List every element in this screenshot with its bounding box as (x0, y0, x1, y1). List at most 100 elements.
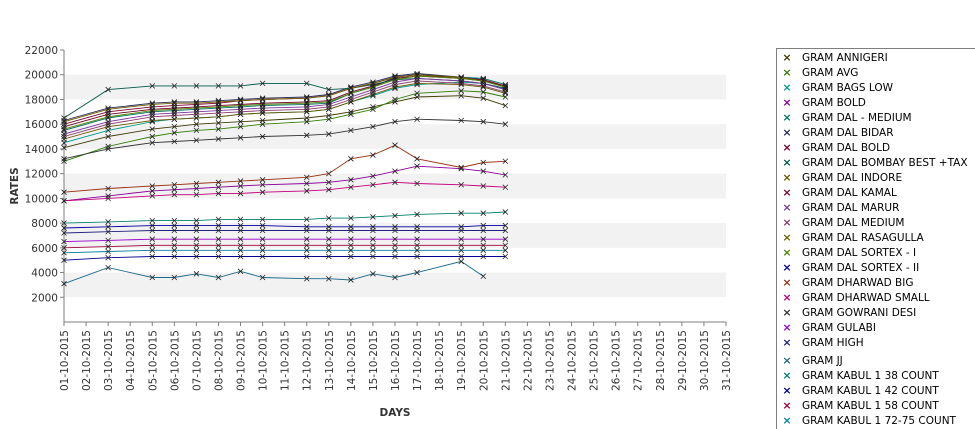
data-point (303, 227, 310, 234)
data-point (149, 107, 156, 114)
data-point (458, 181, 464, 188)
y-tick-label: 14000 (25, 144, 58, 156)
x-tick-label: 06-10-2015 (169, 330, 181, 391)
series-23 (61, 253, 509, 263)
legend-item: × GRAM ANNIGERI (777, 51, 975, 67)
data-point (458, 117, 464, 124)
data-point (502, 102, 509, 109)
legend-label: GRAM DAL KAMAL (802, 187, 897, 199)
legend-marker-icon: × (782, 261, 792, 274)
data-point (61, 156, 67, 162)
data-point (458, 236, 464, 242)
data-point (61, 280, 67, 287)
data-point (392, 236, 398, 242)
data-point (326, 116, 332, 123)
x-tick-label: 09-10-2015 (236, 330, 248, 391)
legend-item: × GRAM DHARWAD SMALL (777, 291, 975, 307)
data-point (105, 133, 111, 140)
legend-label: GRAM JJ (802, 355, 843, 367)
legend-label: GRAM DAL BOMBAY BEST +TAX (802, 157, 968, 169)
legend-item: × GRAM GULABI (777, 321, 975, 337)
series-12 (61, 78, 509, 140)
data-point (303, 80, 310, 87)
x-tick-label: 21-10-2015 (500, 330, 512, 391)
data-point (171, 130, 178, 136)
legend-item: × GRAM DAL RASAGULLA (777, 231, 975, 247)
data-point (171, 123, 178, 130)
legend-item: × GRAM DAL SORTEX - I (777, 246, 975, 262)
data-point (480, 236, 487, 242)
data-point (237, 216, 244, 223)
x-tick-label: 19-10-2015 (456, 330, 468, 391)
x-tick-label: 10-10-2015 (258, 330, 270, 391)
data-point (414, 269, 420, 276)
data-point (414, 78, 420, 84)
data-point (215, 179, 222, 186)
legend-item: × GRAM KABUL 1 42 COUNT (777, 384, 975, 400)
data-point (370, 242, 376, 249)
legend-marker-icon: × (782, 291, 792, 304)
data-point (458, 258, 464, 265)
data-point (458, 247, 464, 254)
x-tick-label: 18-10-2015 (434, 330, 446, 391)
data-point (259, 227, 266, 234)
data-point (105, 219, 111, 225)
data-point (348, 227, 354, 234)
data-point (370, 152, 376, 158)
data-point (171, 242, 178, 249)
legend-label: GRAM KABUL 1 58 COUNT (802, 400, 939, 412)
data-point (392, 142, 398, 148)
data-point (348, 96, 354, 103)
data-point (237, 253, 244, 260)
data-point (149, 236, 156, 242)
line-chart: 2000 4000 6000 8000 10000 12000 14000 16000 1800… (9, 45, 733, 419)
data-point (480, 253, 487, 260)
data-point (105, 86, 111, 93)
data-point (326, 215, 332, 221)
data-point (105, 146, 111, 152)
legend-marker-icon: × (782, 66, 792, 79)
data-point (193, 253, 200, 260)
data-point (149, 227, 156, 234)
data-point (480, 118, 487, 125)
legend-marker-icon: × (782, 399, 792, 412)
data-point (215, 253, 222, 260)
legend-marker-icon: × (782, 81, 792, 94)
data-point (171, 247, 178, 254)
data-point (303, 100, 310, 106)
data-point (392, 168, 398, 174)
data-point (215, 227, 222, 234)
legend-marker-icon: × (782, 369, 792, 382)
data-point (480, 222, 487, 229)
legend-label: GRAM DAL INDORE (802, 172, 903, 184)
data-point (105, 121, 111, 127)
legend-item: × GRAM DAL BOMBAY BEST +TAX (777, 156, 975, 172)
x-tick-label: 13-10-2015 (324, 330, 336, 391)
data-point (303, 174, 310, 181)
data-point (458, 242, 464, 249)
y-tick-label: 2000 (31, 292, 58, 304)
legend-item: × GRAM KABUL 1 72-75 COUNT (777, 414, 975, 429)
legend-item: × GRAM DAL BIDAR (777, 126, 975, 142)
legend-marker-icon: × (782, 321, 792, 334)
legend-item: × GRAM DAL BOLD (777, 141, 975, 157)
data-point (149, 126, 156, 132)
x-tick-label: 30-10-2015 (699, 330, 711, 391)
data-point (458, 88, 464, 94)
data-point (370, 253, 376, 260)
data-point (326, 170, 332, 177)
data-point (370, 84, 376, 90)
data-point (105, 264, 111, 271)
legend-item: × GRAM GOWRANI DESI (777, 306, 975, 322)
data-point (193, 121, 200, 127)
data-point (237, 102, 244, 109)
series-18 (61, 116, 509, 162)
data-point (237, 123, 244, 130)
series-14 (61, 73, 509, 132)
data-point (326, 275, 332, 282)
legend-item: × GRAM JJ (777, 354, 975, 370)
x-tick-label: 31-10-2015 (721, 330, 733, 391)
y-tick-label: 22000 (25, 45, 58, 57)
data-point (259, 96, 266, 103)
legend-label: GRAM BAGS LOW (802, 82, 894, 94)
